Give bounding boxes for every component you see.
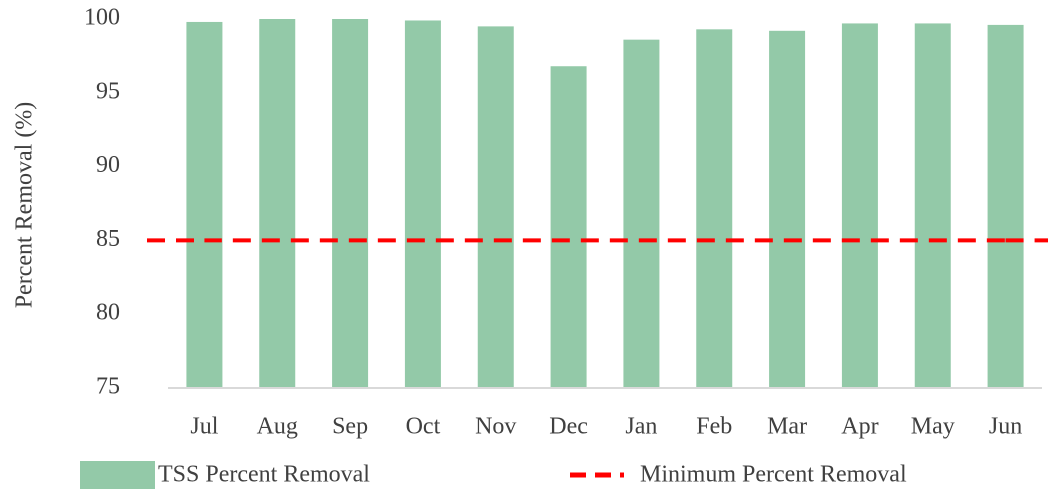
legend-label: Minimum Percent Removal: [640, 462, 907, 488]
x-tick-label: Mar: [767, 414, 807, 440]
bar: [987, 24, 1024, 389]
legend-label: TSS Percent Removal: [158, 462, 370, 488]
bar: [696, 29, 733, 388]
bar: [186, 21, 223, 389]
bar: [477, 26, 514, 388]
x-tick-label: Jul: [190, 414, 218, 440]
y-tick-label: 95: [96, 78, 120, 104]
bar: [623, 39, 660, 388]
y-tick-label: 90: [96, 152, 120, 178]
x-tick-label: Aug: [257, 414, 298, 440]
x-tick-label: May: [911, 414, 955, 440]
x-tick-label: Sep: [332, 414, 368, 440]
bar: [914, 23, 951, 388]
bar: [259, 19, 296, 388]
x-tick-label: Oct: [406, 414, 441, 440]
bar: [769, 30, 806, 388]
bar: [404, 20, 441, 388]
bar: [332, 19, 369, 388]
x-tick-label: Nov: [475, 414, 516, 440]
bar: [550, 66, 587, 389]
y-axis-label: Percent Removal (%): [12, 102, 38, 309]
legend-swatch: [80, 461, 155, 489]
bar: [841, 23, 878, 388]
x-tick-label: Jan: [625, 414, 657, 440]
y-tick-label: 85: [96, 226, 120, 252]
x-tick-label: Apr: [841, 414, 878, 440]
x-tick-label: Dec: [549, 414, 588, 440]
x-tick-label: Jun: [989, 414, 1022, 440]
y-tick-label: 75: [96, 374, 120, 400]
y-tick-label: 100: [84, 5, 120, 31]
y-tick-label: 80: [96, 300, 120, 326]
x-tick-label: Feb: [696, 414, 732, 440]
